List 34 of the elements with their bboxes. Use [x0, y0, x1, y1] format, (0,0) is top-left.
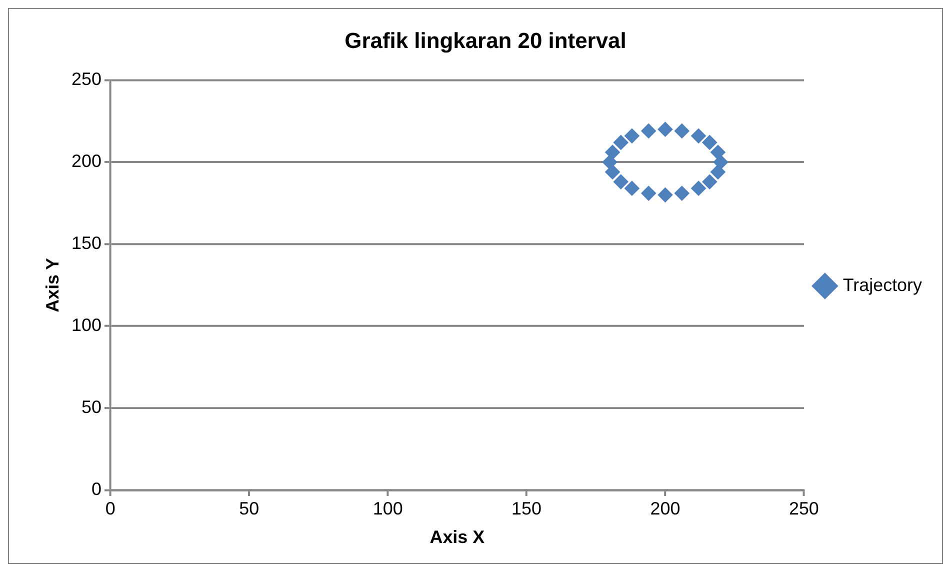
point — [602, 154, 618, 170]
point — [658, 187, 673, 202]
point — [691, 180, 706, 196]
x-tick-label: 50 — [239, 498, 260, 519]
point — [641, 186, 656, 201]
x-tick-label: 100 — [372, 498, 403, 519]
point — [658, 122, 673, 137]
y-tick-label: 150 — [71, 233, 102, 254]
point — [613, 134, 628, 150]
point — [710, 144, 726, 160]
point — [702, 174, 718, 190]
x-tick-label: 0 — [105, 498, 116, 519]
x-tick-label: 150 — [512, 498, 542, 519]
y-tick-label: 0 — [91, 479, 102, 500]
point — [624, 180, 640, 196]
chart-title: Grafik lingkaran 20 interval — [344, 28, 626, 54]
y-tick-label: 100 — [71, 315, 102, 336]
point — [691, 128, 706, 144]
y-tick-label: 250 — [71, 69, 102, 90]
y-tick-label: 200 — [71, 151, 102, 172]
point — [702, 134, 718, 150]
x-tick-label: 250 — [788, 498, 819, 519]
point — [613, 174, 628, 190]
point — [710, 164, 726, 180]
y-tick-label: 50 — [81, 397, 102, 418]
y-axis-title: Axis Y — [42, 258, 63, 312]
point — [605, 164, 620, 180]
point — [641, 124, 656, 138]
x-tick-label: 200 — [650, 498, 680, 519]
point — [674, 124, 690, 138]
legend-label: Trajectory — [842, 274, 922, 295]
point — [674, 186, 690, 201]
point — [624, 128, 640, 144]
x-axis-title: Axis X — [430, 527, 485, 548]
